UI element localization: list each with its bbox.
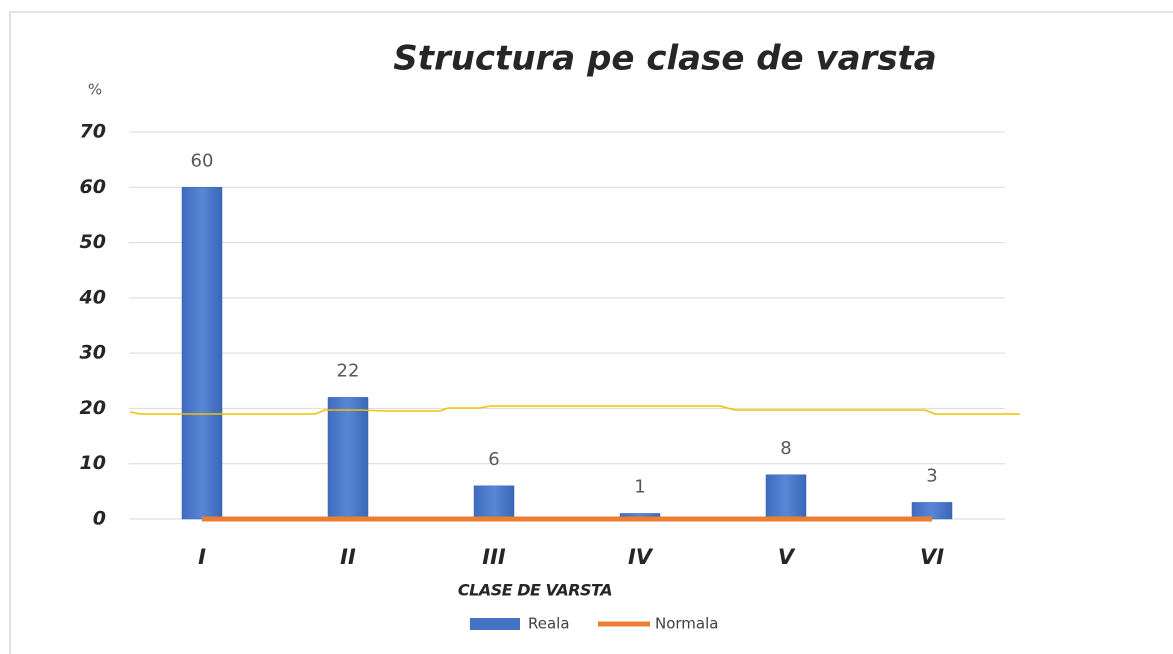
x-tick-label: I [198, 545, 206, 569]
y-tick-label: 20 [80, 397, 106, 419]
data-label: 6 [488, 449, 499, 470]
data-label: 3 [926, 465, 937, 486]
data-label: 8 [780, 438, 791, 459]
x-tick-label: III [482, 545, 506, 569]
data-label: 60 [191, 150, 214, 171]
y-tick-label: 0 [93, 508, 106, 530]
legend-label: Normala [655, 615, 718, 633]
x-tick-label: IV [628, 545, 654, 569]
y-tick-label: 40 [79, 286, 106, 308]
y-tick-label: 10 [80, 452, 106, 474]
data-label: 1 [634, 476, 645, 497]
y-axis-label: % [88, 81, 102, 99]
bar [181, 187, 223, 520]
x-tick-label: V [778, 545, 796, 569]
chart-title: Structura pe clase de varsta [393, 39, 937, 79]
legend-swatch [470, 618, 520, 630]
y-tick-label: 50 [80, 231, 106, 253]
bar [327, 397, 369, 520]
bar [473, 485, 515, 520]
x-tick-label: II [340, 545, 356, 569]
y-tick-label: 30 [80, 342, 106, 364]
y-tick-label: 60 [80, 176, 106, 198]
x-axis-label: CLASE DE VARSTA [458, 581, 612, 600]
data-label: 22 [337, 360, 360, 381]
x-tick-label: VI [920, 545, 944, 569]
bar [765, 474, 807, 520]
y-tick-label: 70 [80, 121, 106, 143]
annotation-line [129, 405, 1020, 415]
frame [9, 11, 1173, 654]
legend-label: Reala [528, 615, 570, 633]
